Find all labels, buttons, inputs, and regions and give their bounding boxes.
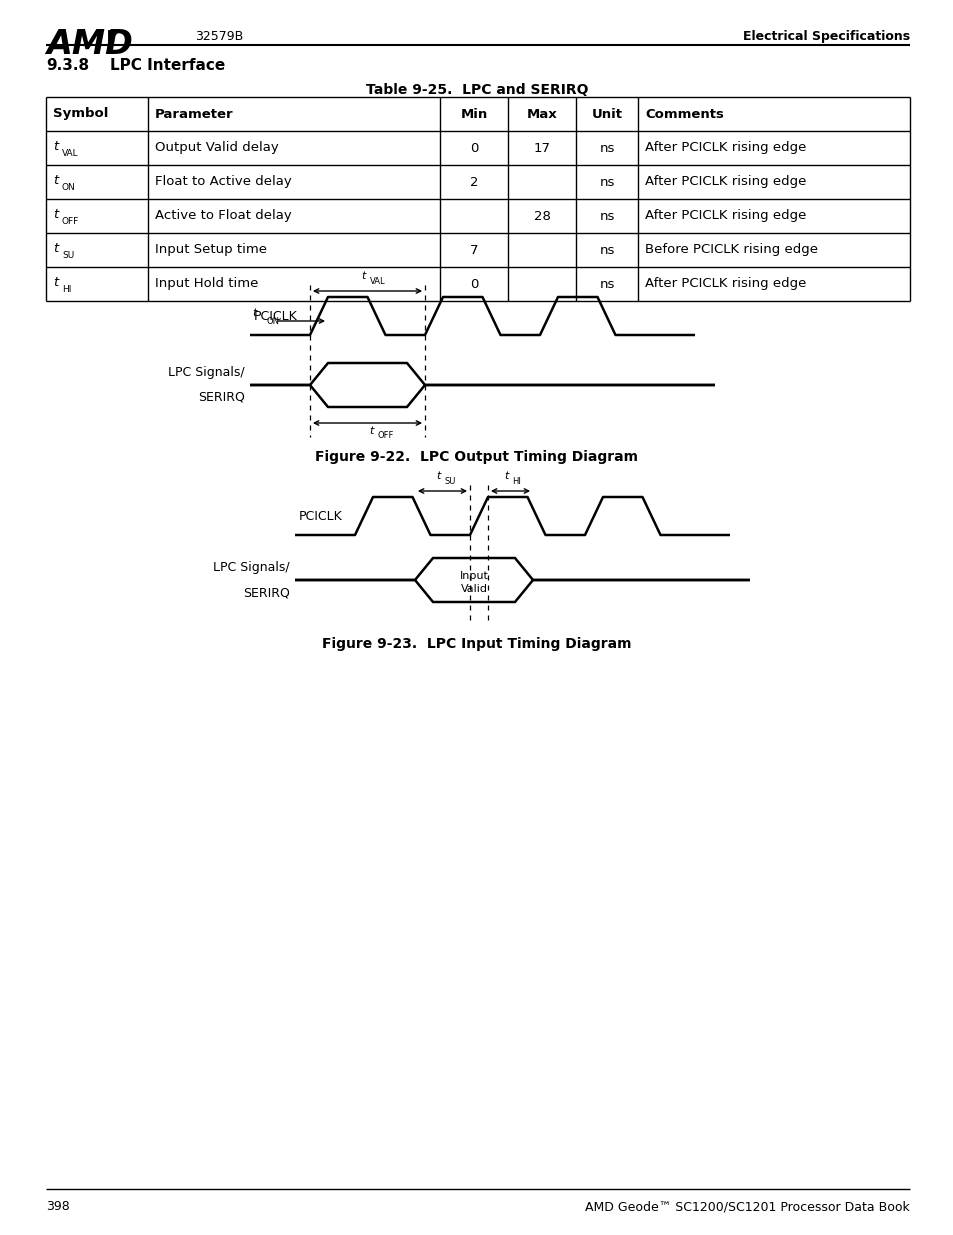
Text: SU: SU [62, 251, 74, 259]
Text: HI: HI [62, 284, 71, 294]
Text: t: t [436, 471, 440, 480]
Text: ns: ns [598, 142, 614, 154]
Text: t: t [53, 173, 58, 186]
Text: Output Valid delay: Output Valid delay [154, 142, 278, 154]
Text: SERIRQ: SERIRQ [198, 391, 245, 404]
Text: After PCICLK rising edge: After PCICLK rising edge [644, 278, 805, 290]
Text: Max: Max [526, 107, 557, 121]
Text: Valid: Valid [460, 584, 487, 594]
Text: 32579B: 32579B [194, 30, 243, 43]
Text: ns: ns [598, 243, 614, 257]
Text: Active to Float delay: Active to Float delay [154, 210, 292, 222]
Text: 28: 28 [533, 210, 550, 222]
Text: SERIRQ: SERIRQ [243, 585, 290, 599]
Text: t: t [53, 207, 58, 221]
Text: OFF: OFF [377, 431, 394, 440]
Text: t: t [361, 270, 365, 282]
Text: Figure 9-22.  LPC Output Timing Diagram: Figure 9-22. LPC Output Timing Diagram [315, 450, 638, 464]
Text: SU: SU [444, 477, 456, 487]
Text: t: t [53, 275, 58, 289]
Text: Unit: Unit [591, 107, 622, 121]
Text: PCICLK: PCICLK [299, 510, 343, 522]
Text: ON: ON [267, 317, 280, 326]
Text: t: t [253, 308, 256, 317]
Text: t: t [53, 140, 58, 152]
Text: 398: 398 [46, 1200, 70, 1213]
Text: Electrical Specifications: Electrical Specifications [742, 30, 909, 43]
Text: HI: HI [512, 477, 521, 487]
Text: Min: Min [460, 107, 487, 121]
Text: Input Setup time: Input Setup time [154, 243, 267, 257]
Text: Figure 9-23.  LPC Input Timing Diagram: Figure 9-23. LPC Input Timing Diagram [322, 637, 631, 651]
Text: 2: 2 [469, 175, 477, 189]
Text: After PCICLK rising edge: After PCICLK rising edge [644, 210, 805, 222]
Text: t: t [503, 471, 508, 480]
Text: After PCICLK rising edge: After PCICLK rising edge [644, 142, 805, 154]
Text: Symbol: Symbol [53, 107, 109, 121]
Text: ns: ns [598, 210, 614, 222]
Text: LPC Interface: LPC Interface [110, 58, 225, 73]
Text: AMD: AMD [46, 28, 132, 61]
Text: 17: 17 [533, 142, 550, 154]
Text: Table 9-25.  LPC and SERIRQ: Table 9-25. LPC and SERIRQ [365, 83, 588, 98]
Text: Input: Input [459, 571, 488, 580]
Text: 9.3.8: 9.3.8 [46, 58, 89, 73]
Text: ◤: ◤ [108, 28, 121, 46]
Text: ns: ns [598, 175, 614, 189]
Text: 0: 0 [469, 142, 477, 154]
Text: ON: ON [62, 183, 75, 191]
Text: Before PCICLK rising edge: Before PCICLK rising edge [644, 243, 817, 257]
Text: Parameter: Parameter [154, 107, 233, 121]
Text: After PCICLK rising edge: After PCICLK rising edge [644, 175, 805, 189]
Text: PCICLK: PCICLK [254, 310, 297, 322]
Text: ns: ns [598, 278, 614, 290]
Text: t: t [369, 426, 374, 436]
Text: t: t [53, 242, 58, 254]
Text: LPC Signals/: LPC Signals/ [213, 561, 290, 574]
Text: Float to Active delay: Float to Active delay [154, 175, 292, 189]
Text: LPC Signals/: LPC Signals/ [168, 366, 245, 379]
Text: AMD Geode™ SC1200/SC1201 Processor Data Book: AMD Geode™ SC1200/SC1201 Processor Data … [584, 1200, 909, 1213]
Text: VAL: VAL [369, 277, 385, 287]
Text: Input Hold time: Input Hold time [154, 278, 258, 290]
Text: Comments: Comments [644, 107, 723, 121]
Text: 7: 7 [469, 243, 477, 257]
Text: 0: 0 [469, 278, 477, 290]
Text: VAL: VAL [62, 148, 78, 158]
Text: OFF: OFF [62, 216, 79, 226]
